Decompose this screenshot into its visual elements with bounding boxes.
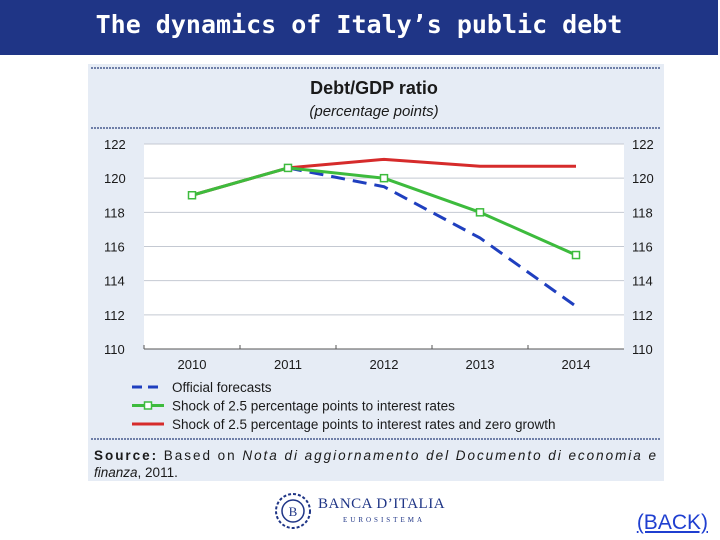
seal-icon: B bbox=[275, 493, 311, 529]
y-tick-left-118: 118 bbox=[104, 205, 125, 220]
legend-label-0: Official forecasts bbox=[172, 380, 272, 395]
x-tick-2014: 2014 bbox=[562, 357, 591, 372]
x-tick-2012: 2012 bbox=[370, 357, 399, 372]
series-layer bbox=[187, 157, 581, 308]
series-marker-1-2 bbox=[379, 173, 389, 183]
series-marker-1-0 bbox=[187, 191, 197, 200]
source-text: Based on bbox=[158, 448, 240, 463]
x-tick-2013: 2013 bbox=[466, 357, 495, 372]
source-note-line2: finanza, 2011. bbox=[94, 465, 178, 480]
logo-subtitle: EUROSISTEMA bbox=[343, 516, 426, 524]
y-tick-left-114: 114 bbox=[104, 274, 125, 289]
chart-title: Debt/GDP ratio bbox=[310, 78, 438, 98]
x-tick-2011: 2011 bbox=[274, 357, 302, 372]
y-tick-right-118: 118 bbox=[632, 205, 653, 220]
chart-panel: Debt/GDP ratio (percentage points) 122 12… bbox=[88, 64, 664, 481]
y-tick-left-116: 116 bbox=[104, 240, 125, 255]
y-tick-right-112: 112 bbox=[632, 308, 653, 323]
series-marker-1-4 bbox=[571, 250, 581, 260]
y-tick-right-110: 110 bbox=[632, 342, 653, 357]
legend-label-2: Shock of 2.5 percentage points to intere… bbox=[172, 417, 555, 432]
source-line2-italic: finanza bbox=[94, 465, 138, 480]
y-tick-left-112: 112 bbox=[104, 308, 125, 323]
legend-marker-1 bbox=[143, 401, 153, 410]
series-marker-1-3 bbox=[475, 208, 485, 217]
source-note-line1: Source: Based on Nota di aggiornamento d… bbox=[94, 448, 656, 463]
legend-label-1: Shock of 2.5 percentage points to intere… bbox=[172, 399, 455, 414]
series-marker-1-1 bbox=[283, 163, 293, 173]
y-tick-right-122: 122 bbox=[632, 137, 654, 152]
grid-layer bbox=[143, 143, 624, 350]
legend: Official forecasts Shock of 2.5 percentag… bbox=[132, 380, 555, 432]
banca-italia-logo: B BANCA D’ITALIA EUROSISTEMA bbox=[273, 491, 453, 533]
y-tick-left-120: 120 bbox=[104, 171, 126, 186]
back-link[interactable]: (BACK) bbox=[636, 511, 708, 534]
source-label: Source: bbox=[94, 448, 156, 463]
chart: Debt/GDP ratio (percentage points) 122 12… bbox=[91, 67, 661, 480]
y-tick-left-110: 110 bbox=[104, 342, 125, 357]
title-bar: The dynamics of Italy’s public debt bbox=[0, 0, 718, 55]
svg-text:B: B bbox=[289, 504, 298, 519]
chart-subtitle: (percentage points) bbox=[309, 103, 438, 120]
series-line-0 bbox=[287, 166, 577, 308]
source-line2-rest: , 2011. bbox=[138, 465, 178, 480]
y-tick-left-122: 122 bbox=[104, 137, 126, 152]
x-tick-2010: 2010 bbox=[178, 357, 207, 372]
y-tick-right-116: 116 bbox=[632, 240, 653, 255]
y-tick-right-114: 114 bbox=[632, 274, 653, 289]
slide-title: The dynamics of Italy’s public debt bbox=[95, 10, 623, 39]
tick-layer: 122 122 120 120 118 118 116 116 114 114 112 112 110 1… bbox=[104, 137, 654, 372]
y-tick-right-120: 120 bbox=[632, 171, 654, 186]
source-italic: Nota di aggiornamento del Documento di e… bbox=[242, 448, 656, 463]
logo-name: BANCA D’ITALIA bbox=[318, 496, 446, 512]
